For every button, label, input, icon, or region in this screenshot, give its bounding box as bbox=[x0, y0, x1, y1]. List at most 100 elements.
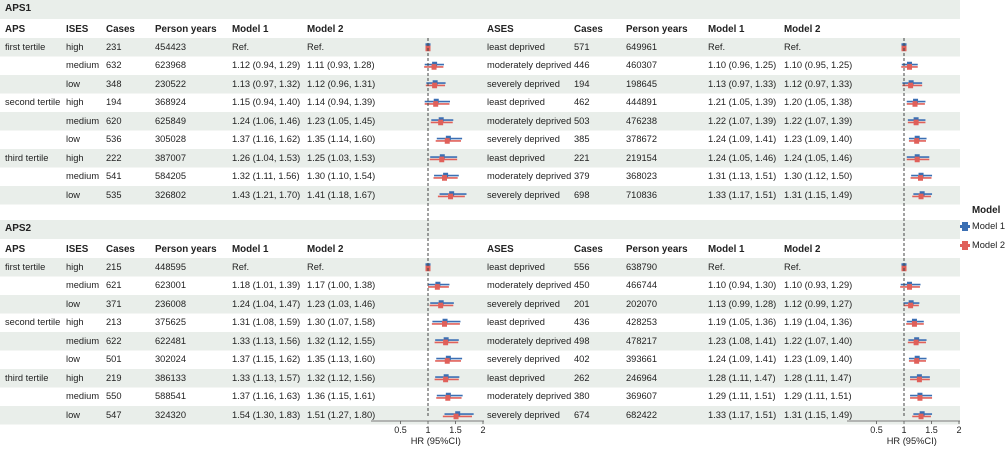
model-2-estimate: 1.28 (1.11, 1.47) bbox=[784, 372, 852, 383]
column-header: Model 2 bbox=[784, 244, 821, 255]
model-2-estimate: 1.30 (1.07, 1.58) bbox=[307, 317, 376, 327]
level-label: severely deprived bbox=[487, 134, 560, 144]
cases-value: 621 bbox=[106, 280, 122, 290]
cases-value: 536 bbox=[106, 134, 122, 144]
model-2-point-right bbox=[914, 358, 920, 364]
model-2-estimate: 1.12 (0.99, 1.27) bbox=[784, 298, 853, 309]
model-2-estimate: 1.51 (1.27, 1.80) bbox=[307, 409, 376, 420]
column-header: Cases bbox=[574, 24, 603, 35]
model-2-point-left bbox=[434, 284, 440, 290]
person-years-value: 387007 bbox=[155, 152, 187, 163]
x-axis-label: HR (95%CI) bbox=[886, 436, 937, 446]
model-2-point-right bbox=[907, 64, 912, 70]
panel-title-band bbox=[0, 220, 960, 239]
x-tick-label: 1.5 bbox=[925, 425, 938, 435]
model-2-estimate: 1.35 (1.14, 1.60) bbox=[307, 134, 376, 144]
model-2-point-left bbox=[442, 175, 447, 181]
cases-value: 221 bbox=[574, 152, 590, 163]
model-2-estimate: 1.36 (1.15, 1.61) bbox=[307, 391, 376, 401]
model-1-estimate: 1.19 (1.05, 1.36) bbox=[708, 317, 777, 327]
x-tick-label: 0.5 bbox=[870, 425, 883, 435]
row-band bbox=[0, 369, 960, 388]
legend-swatch-model-1 bbox=[960, 222, 970, 232]
row-band bbox=[0, 332, 960, 351]
person-years-value: 393661 bbox=[626, 354, 658, 364]
column-header: APS bbox=[5, 244, 26, 255]
person-years-value: 386133 bbox=[155, 372, 187, 383]
person-years-value: 448595 bbox=[155, 261, 187, 272]
model-2-estimate: 1.30 (1.12, 1.50) bbox=[784, 171, 853, 181]
column-header: Cases bbox=[106, 244, 135, 255]
column-header: Cases bbox=[574, 244, 603, 255]
model-2-point-left bbox=[433, 101, 439, 107]
model-2-estimate: 1.31 (1.15, 1.49) bbox=[784, 409, 853, 420]
cases-value: 674 bbox=[574, 409, 590, 420]
person-years-value: 649961 bbox=[626, 41, 658, 52]
model-2-point-right bbox=[908, 302, 914, 309]
person-years-value: 460307 bbox=[626, 60, 658, 70]
model-2-estimate: 1.17 (1.00, 1.38) bbox=[307, 280, 376, 290]
person-years-value: 368924 bbox=[155, 97, 187, 107]
cases-value: 380 bbox=[574, 391, 590, 401]
model-1-estimate: 1.24 (1.09, 1.41) bbox=[708, 354, 777, 364]
level-label: medium bbox=[66, 171, 100, 181]
model-2-point-right bbox=[907, 284, 912, 290]
cases-value: 498 bbox=[574, 335, 590, 346]
model-2-point-left bbox=[431, 64, 437, 70]
level-label: severely deprived bbox=[487, 189, 560, 200]
cases-value: 698 bbox=[574, 189, 590, 200]
model-2-point-right bbox=[918, 175, 923, 181]
cases-value: 213 bbox=[106, 317, 122, 327]
model-2-point-right bbox=[913, 119, 919, 126]
group-label: second tertile bbox=[5, 317, 61, 327]
model-1-estimate: 1.18 (1.01, 1.39) bbox=[232, 280, 301, 290]
model-2-point-left bbox=[444, 138, 450, 144]
level-label: high bbox=[66, 372, 84, 383]
person-years-value: 588541 bbox=[155, 391, 187, 401]
cases-value: 436 bbox=[574, 317, 590, 327]
person-years-value: 324320 bbox=[155, 409, 187, 420]
level-label: severely deprived bbox=[487, 78, 560, 89]
model-1-estimate: 1.24 (1.06, 1.46) bbox=[232, 115, 301, 126]
model-2-estimate: 1.32 (1.12, 1.56) bbox=[307, 372, 376, 383]
level-label: medium bbox=[66, 60, 100, 70]
level-label: medium bbox=[66, 280, 100, 290]
person-years-value: 305028 bbox=[155, 134, 187, 144]
level-label: moderately deprived bbox=[487, 115, 572, 126]
level-label: moderately deprived bbox=[487, 280, 572, 290]
model-1-estimate: 1.28 (1.11, 1.47) bbox=[708, 372, 776, 383]
model-2-point-right bbox=[914, 156, 920, 163]
model-2-point-left bbox=[443, 339, 449, 346]
cases-value: 541 bbox=[106, 171, 122, 181]
group-label: third tertile bbox=[5, 152, 49, 163]
model-2-estimate: 1.25 (1.03, 1.53) bbox=[307, 152, 376, 163]
person-years-value: 236008 bbox=[155, 298, 187, 309]
model-1-estimate: 1.21 (1.05, 1.39) bbox=[708, 97, 777, 107]
model-1-estimate: 1.13 (0.97, 1.33) bbox=[708, 78, 777, 89]
cases-value: 348 bbox=[106, 78, 122, 89]
model-2-point-right bbox=[916, 376, 922, 383]
level-label: medium bbox=[66, 115, 100, 126]
cases-value: 462 bbox=[574, 97, 590, 107]
column-header: Model 1 bbox=[232, 244, 269, 255]
model-1-estimate: 1.37 (1.16, 1.63) bbox=[232, 391, 301, 401]
column-header: ISES bbox=[66, 24, 89, 35]
model-2-point-left bbox=[438, 302, 444, 309]
model-2-estimate: 1.29 (1.11, 1.51) bbox=[784, 391, 852, 401]
cases-value: 547 bbox=[106, 409, 122, 420]
model-2-estimate: 1.12 (0.96, 1.31) bbox=[307, 78, 376, 89]
model-1-estimate: 1.31 (1.08, 1.59) bbox=[232, 317, 301, 327]
model-1-estimate: 1.33 (1.17, 1.51) bbox=[708, 189, 777, 200]
level-label: least deprived bbox=[487, 317, 545, 327]
legend-item-model-1: Model 1 bbox=[960, 221, 1005, 232]
model-1-estimate: 1.22 (1.07, 1.39) bbox=[708, 115, 777, 126]
model-2-point-left bbox=[443, 376, 449, 383]
level-label: low bbox=[66, 298, 80, 309]
model-2-estimate: 1.24 (1.05, 1.46) bbox=[784, 152, 853, 163]
model-2-point-right bbox=[917, 395, 923, 401]
level-label: medium bbox=[66, 391, 100, 401]
person-years-value: 444891 bbox=[626, 97, 658, 107]
row-band bbox=[0, 258, 960, 277]
model-1-estimate: 1.29 (1.11, 1.51) bbox=[708, 391, 776, 401]
